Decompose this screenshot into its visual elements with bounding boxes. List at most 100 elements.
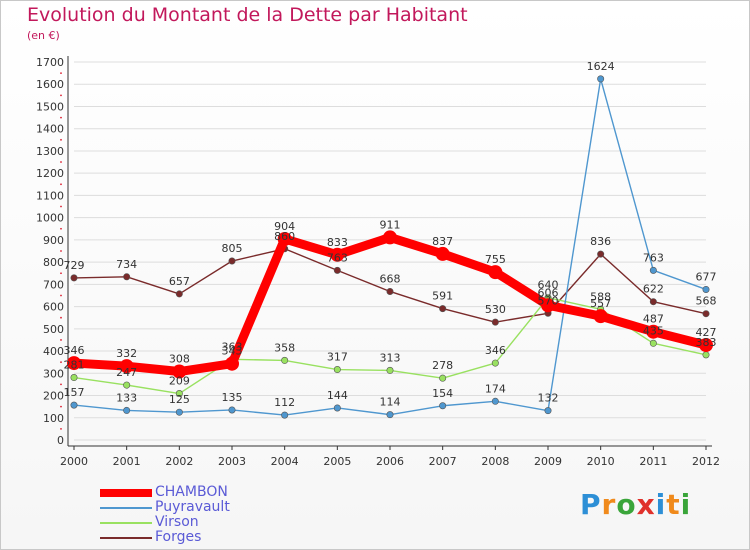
y-tick-label: 700	[43, 278, 64, 291]
data-label-virson: 317	[327, 351, 348, 364]
data-label-virson: 346	[485, 344, 506, 357]
data-point-chambon	[541, 298, 555, 313]
data-label-chambon: 427	[696, 326, 717, 339]
y-minor-tick	[60, 316, 62, 319]
y-tick-label: 1300	[36, 145, 64, 158]
data-point-forges	[175, 290, 183, 298]
data-point-forges	[123, 273, 131, 281]
data-point-forges	[702, 310, 710, 318]
data-label-chambon: 487	[643, 313, 664, 326]
data-point-chambon	[435, 246, 450, 261]
x-tick-label: 2007	[429, 455, 457, 468]
data-label-forges: 622	[643, 283, 664, 296]
data-point-puyravault	[491, 397, 499, 405]
data-label-puyravault: 135	[222, 391, 243, 404]
data-label-forges: 836	[590, 235, 611, 248]
y-minor-tick	[60, 339, 62, 341]
data-label-puyravault: 154	[432, 387, 453, 400]
chart-subtitle: (en €)	[27, 29, 60, 42]
data-label-chambon: 346	[64, 344, 85, 357]
legend-swatch-puyravault	[100, 507, 152, 509]
data-point-puyravault	[439, 402, 447, 410]
y-tick-label: 300	[43, 367, 64, 380]
y-tick-label: 800	[43, 256, 64, 269]
y-tick-label: 200	[43, 390, 64, 403]
data-label-forges: 805	[222, 242, 243, 255]
logo-letter: P	[580, 488, 602, 521]
data-label-forges: 657	[169, 275, 190, 288]
data-point-forges	[70, 274, 78, 282]
data-label-chambon: 755	[485, 253, 506, 266]
data-label-puyravault: 1624	[587, 60, 615, 73]
data-point-virson	[70, 374, 78, 382]
y-minor-tick	[60, 227, 62, 230]
y-minor-tick	[60, 427, 62, 430]
data-point-chambon	[593, 309, 608, 324]
data-label-chambon: 343	[222, 345, 243, 358]
data-point-chambon	[225, 356, 239, 371]
data-label-forges: 568	[696, 295, 717, 308]
data-point-chambon	[330, 247, 345, 262]
data-label-chambon: 332	[116, 347, 137, 360]
chart-title: Evolution du Montant de la Dette par Hab…	[27, 4, 468, 26]
data-label-virson: 363	[222, 340, 243, 353]
legend-swatch-forges	[100, 537, 152, 539]
data-label-forges: 570	[538, 294, 559, 307]
y-tick-label: 1200	[36, 167, 64, 180]
data-label-forges: 763	[327, 251, 348, 264]
data-point-puyravault	[333, 404, 341, 412]
data-point-forges	[386, 287, 394, 295]
data-point-chambon	[488, 265, 503, 280]
data-point-virson	[386, 366, 394, 374]
y-minor-tick	[60, 205, 62, 208]
data-point-virson	[649, 339, 657, 347]
data-label-forges: 729	[64, 259, 85, 272]
data-point-chambon	[699, 338, 713, 353]
legend-item-forges: Forges	[100, 529, 320, 546]
data-point-puyravault	[281, 411, 289, 419]
data-point-chambon	[277, 231, 292, 246]
legend-swatch-chambon	[100, 489, 152, 497]
y-minor-tick	[60, 405, 62, 408]
data-point-chambon	[172, 364, 187, 379]
data-point-puyravault	[70, 401, 78, 409]
data-label-virson: 247	[116, 366, 137, 379]
data-label-chambon: 606	[538, 286, 559, 299]
data-label-forges: 860	[274, 230, 295, 243]
data-point-puyravault	[123, 406, 131, 414]
legend-label-chambon: CHAMBON	[155, 484, 228, 500]
data-point-virson	[281, 356, 289, 364]
y-minor-tick	[60, 383, 62, 386]
data-label-puyravault: 174	[485, 382, 506, 395]
legend-item-virson: Virson	[100, 514, 320, 531]
data-point-puyravault	[597, 75, 605, 83]
x-tick-label: 2000	[60, 455, 88, 468]
x-tick-label: 2004	[271, 455, 299, 468]
data-label-forges: 530	[485, 303, 506, 316]
data-point-forges	[228, 257, 236, 265]
x-tick-label: 2008	[481, 455, 509, 468]
y-minor-tick	[60, 361, 62, 364]
y-minor-tick	[60, 138, 62, 141]
data-point-puyravault	[228, 406, 236, 414]
y-minor-tick	[60, 94, 62, 97]
data-point-virson	[491, 359, 499, 367]
data-label-virson: 640	[538, 279, 559, 292]
data-label-chambon: 911	[380, 218, 401, 231]
y-tick-label: 400	[43, 345, 64, 358]
logo-letter: i	[655, 488, 667, 521]
y-tick-label: 1500	[36, 100, 64, 113]
data-point-virson	[333, 366, 341, 374]
data-label-chambon: 557	[590, 297, 611, 310]
proxiti-logo: Proxiti	[580, 488, 691, 521]
data-label-forges: 734	[116, 258, 137, 271]
data-point-forges	[491, 318, 499, 326]
y-tick-label: 600	[43, 301, 64, 314]
y-minor-tick	[60, 250, 62, 252]
y-minor-tick	[60, 294, 62, 297]
data-point-puyravault	[544, 407, 552, 415]
data-label-puyravault: 133	[116, 391, 137, 404]
y-minor-tick	[60, 183, 62, 186]
logo-letter: o	[616, 488, 637, 521]
